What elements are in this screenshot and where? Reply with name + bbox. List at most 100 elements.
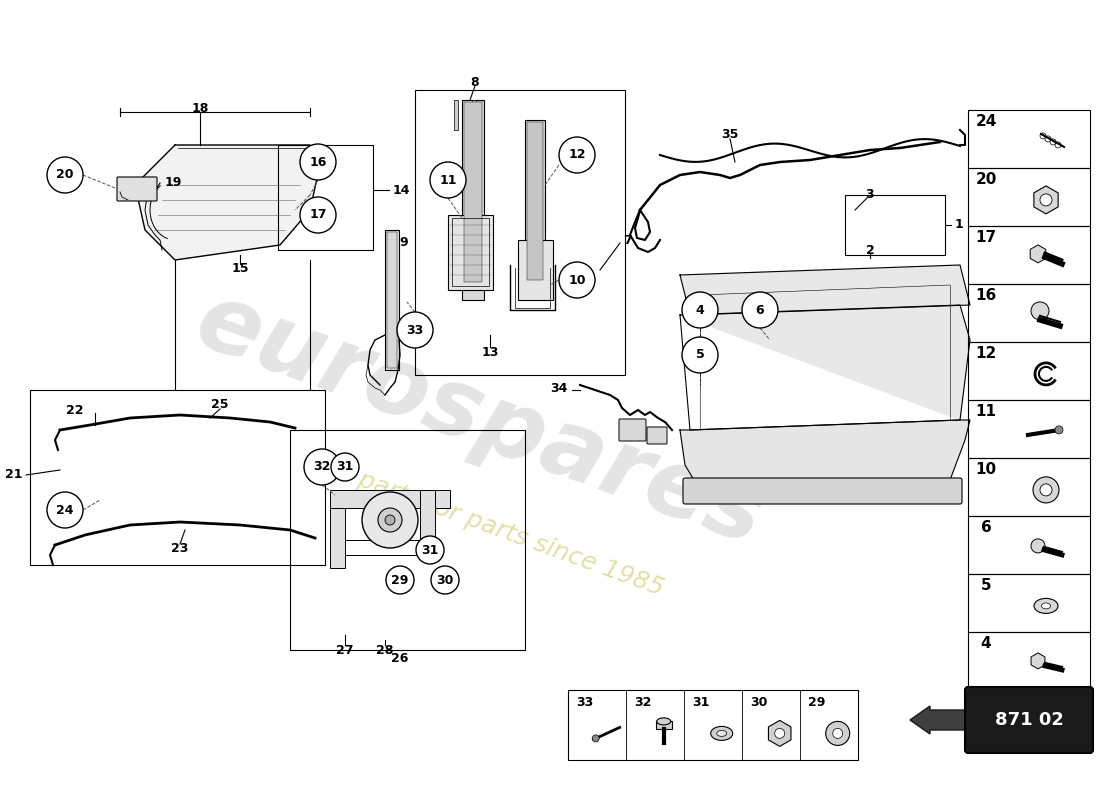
Bar bbox=[462, 100, 484, 300]
Polygon shape bbox=[680, 305, 970, 420]
Text: 3: 3 bbox=[866, 189, 874, 202]
Circle shape bbox=[300, 144, 336, 180]
Ellipse shape bbox=[657, 718, 671, 725]
Text: 27: 27 bbox=[337, 643, 354, 657]
Text: 2: 2 bbox=[866, 243, 874, 257]
Text: 22: 22 bbox=[66, 403, 84, 417]
Circle shape bbox=[331, 453, 359, 481]
Text: 32: 32 bbox=[634, 695, 651, 709]
FancyArrow shape bbox=[910, 706, 968, 734]
Text: a parts for parts since 1985: a parts for parts since 1985 bbox=[333, 459, 667, 601]
Bar bbox=[290, 430, 525, 650]
Circle shape bbox=[430, 162, 466, 198]
Ellipse shape bbox=[1034, 598, 1058, 614]
Text: 24: 24 bbox=[976, 114, 997, 130]
Circle shape bbox=[378, 508, 402, 532]
Bar bbox=[330, 490, 450, 508]
Text: 8: 8 bbox=[471, 75, 480, 89]
Text: 23: 23 bbox=[172, 542, 189, 554]
FancyBboxPatch shape bbox=[117, 177, 157, 201]
Bar bbox=[968, 110, 1090, 168]
Bar bbox=[968, 516, 1090, 574]
Text: 16: 16 bbox=[309, 155, 327, 169]
FancyBboxPatch shape bbox=[965, 687, 1093, 753]
Text: 29: 29 bbox=[392, 574, 409, 586]
Bar bbox=[968, 574, 1090, 632]
Text: 17: 17 bbox=[976, 230, 997, 246]
Bar bbox=[656, 722, 672, 730]
Circle shape bbox=[833, 728, 843, 738]
Text: 32: 32 bbox=[314, 461, 331, 474]
Polygon shape bbox=[135, 145, 320, 260]
Bar bbox=[968, 168, 1090, 226]
Ellipse shape bbox=[711, 726, 733, 741]
Circle shape bbox=[1040, 484, 1052, 496]
Text: 31: 31 bbox=[421, 543, 439, 557]
Bar bbox=[278, 145, 373, 250]
Text: 17: 17 bbox=[309, 209, 327, 222]
Text: 29: 29 bbox=[808, 695, 825, 709]
Bar bbox=[415, 90, 625, 375]
Bar bbox=[968, 284, 1090, 342]
Bar bbox=[452, 218, 490, 286]
Text: 28: 28 bbox=[376, 643, 394, 657]
Bar bbox=[448, 215, 493, 290]
Text: 14: 14 bbox=[393, 183, 410, 197]
Circle shape bbox=[397, 312, 433, 348]
Circle shape bbox=[1033, 477, 1059, 503]
Bar bbox=[518, 240, 553, 300]
Bar bbox=[968, 400, 1090, 458]
Text: 11: 11 bbox=[439, 174, 456, 186]
Circle shape bbox=[774, 728, 784, 738]
Circle shape bbox=[362, 492, 418, 548]
Text: 20: 20 bbox=[976, 173, 997, 187]
Bar bbox=[387, 232, 397, 368]
Text: 33: 33 bbox=[576, 695, 593, 709]
Text: 35: 35 bbox=[722, 129, 739, 142]
Bar bbox=[385, 230, 399, 370]
Polygon shape bbox=[680, 420, 970, 500]
Bar bbox=[568, 690, 858, 760]
Text: eurospares: eurospares bbox=[184, 274, 777, 566]
Text: 20: 20 bbox=[56, 169, 74, 182]
Circle shape bbox=[682, 292, 718, 328]
Circle shape bbox=[386, 566, 414, 594]
Text: 19: 19 bbox=[165, 175, 183, 189]
Text: 5: 5 bbox=[981, 578, 991, 594]
Text: 26: 26 bbox=[392, 651, 409, 665]
Circle shape bbox=[47, 492, 82, 528]
Circle shape bbox=[592, 735, 600, 742]
Circle shape bbox=[1040, 194, 1052, 206]
FancyBboxPatch shape bbox=[647, 427, 667, 444]
Text: 1: 1 bbox=[955, 218, 964, 231]
Circle shape bbox=[826, 722, 849, 746]
Text: 33: 33 bbox=[406, 323, 424, 337]
Text: 9: 9 bbox=[399, 235, 408, 249]
Text: 4: 4 bbox=[981, 637, 991, 651]
Ellipse shape bbox=[717, 730, 727, 736]
Bar bbox=[30, 390, 324, 565]
Text: 7: 7 bbox=[623, 234, 631, 246]
Ellipse shape bbox=[1042, 603, 1050, 609]
Text: 10: 10 bbox=[976, 462, 997, 478]
Text: 25: 25 bbox=[211, 398, 229, 411]
Circle shape bbox=[1055, 426, 1063, 434]
Circle shape bbox=[385, 515, 395, 525]
Bar bbox=[845, 195, 945, 255]
Circle shape bbox=[47, 157, 82, 193]
Bar bbox=[464, 102, 482, 282]
Bar bbox=[420, 490, 434, 550]
Text: 18: 18 bbox=[191, 102, 209, 114]
Text: 13: 13 bbox=[482, 346, 498, 358]
FancyBboxPatch shape bbox=[683, 478, 962, 504]
Text: 6: 6 bbox=[980, 521, 991, 535]
Circle shape bbox=[304, 449, 340, 485]
Bar bbox=[527, 122, 543, 280]
Text: 871 02: 871 02 bbox=[994, 711, 1064, 729]
Text: 31: 31 bbox=[692, 695, 710, 709]
Text: 31: 31 bbox=[337, 461, 354, 474]
Bar bbox=[454, 100, 458, 130]
Text: 6: 6 bbox=[756, 303, 764, 317]
Text: 24: 24 bbox=[56, 503, 74, 517]
Bar bbox=[472, 100, 476, 130]
